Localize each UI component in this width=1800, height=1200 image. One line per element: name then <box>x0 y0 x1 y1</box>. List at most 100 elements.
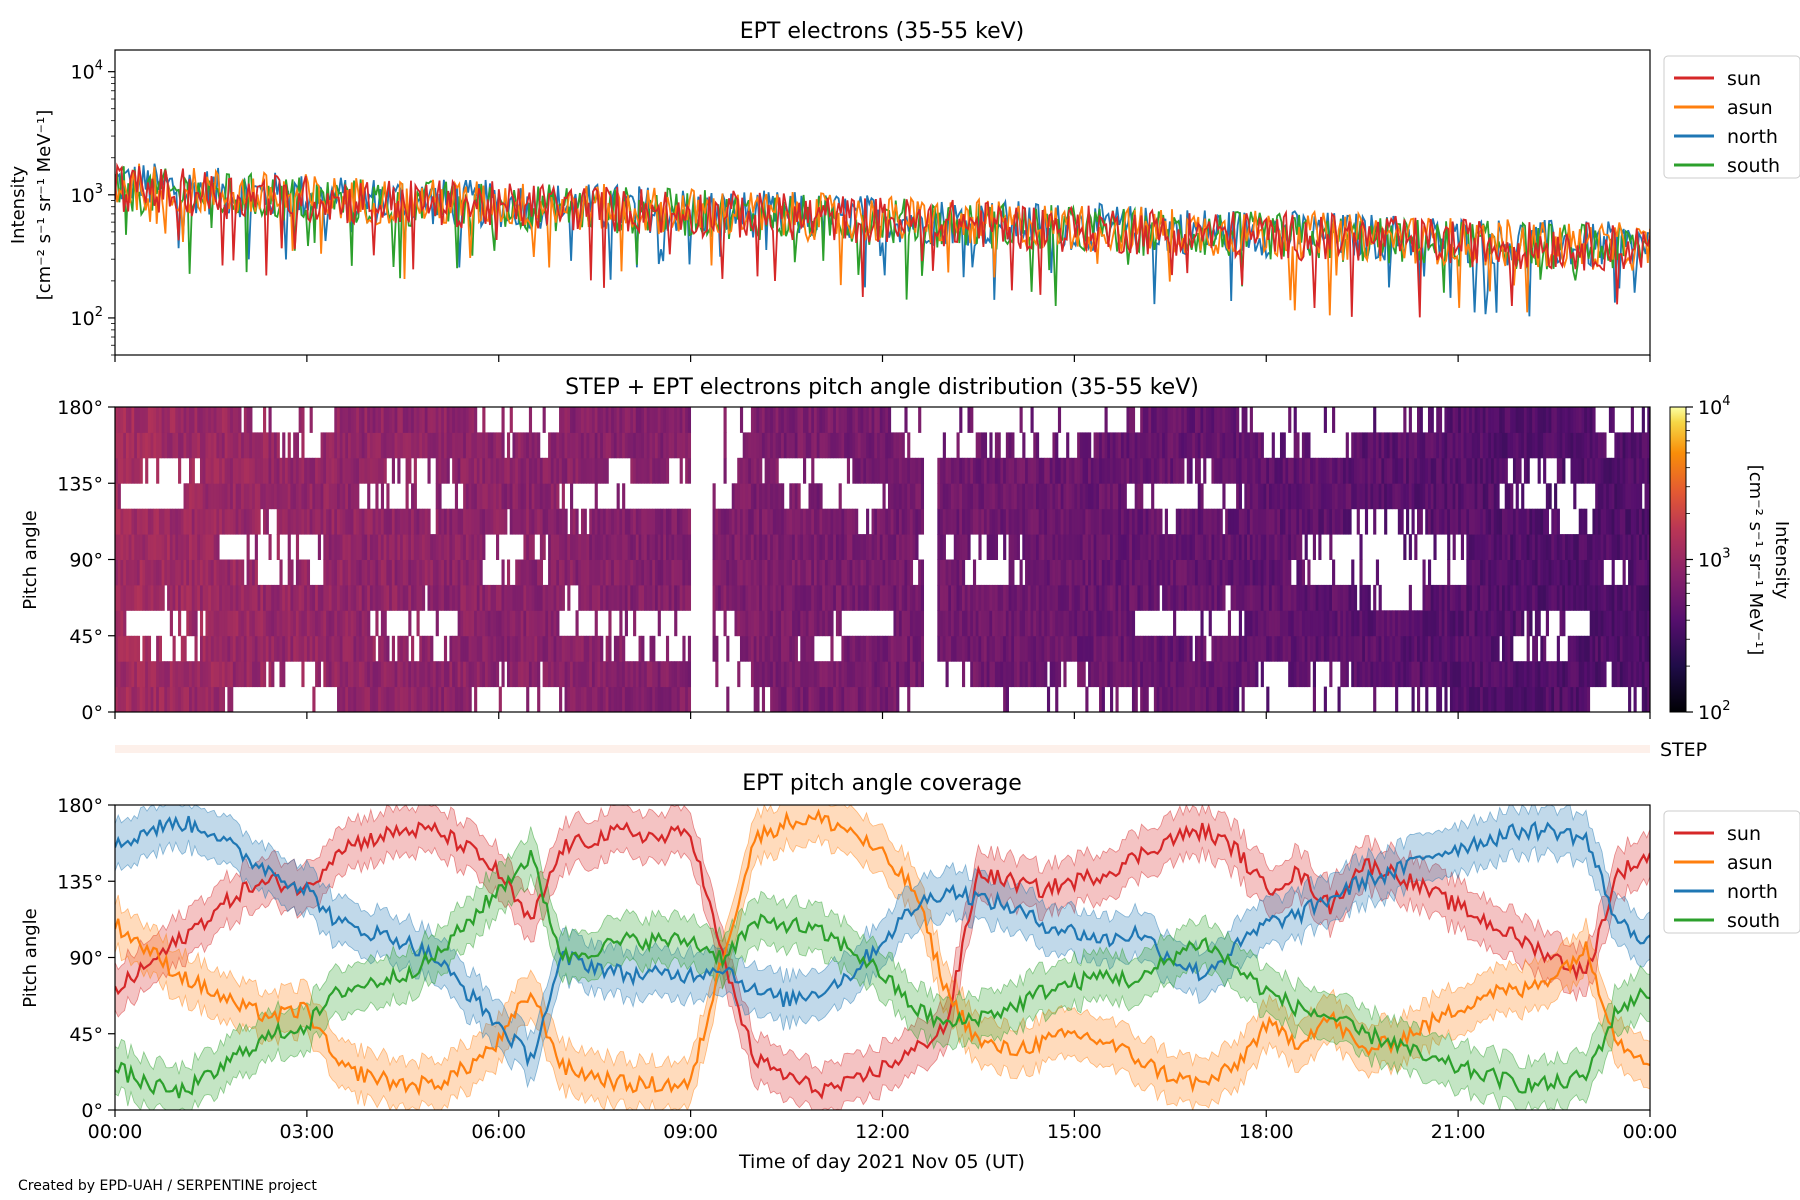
heatmap-cell <box>781 432 785 459</box>
heatmap-cell <box>158 661 162 688</box>
heatmap-cell <box>1268 457 1273 484</box>
heatmap-cell <box>1016 635 1020 662</box>
heatmap-cell <box>849 661 853 688</box>
heatmap-cell <box>1077 432 1081 459</box>
heatmap-cell <box>309 407 313 433</box>
heatmap-cell <box>205 508 209 535</box>
heatmap-cell <box>238 610 242 637</box>
heatmap-cell <box>1271 483 1275 510</box>
heatmap-cell <box>800 407 804 433</box>
heatmap-cell <box>1340 610 1344 637</box>
heatmap-cell <box>463 432 467 459</box>
heatmap-cell <box>789 610 793 637</box>
heatmap-cell <box>1575 457 1580 484</box>
heatmap-cell <box>1504 508 1508 535</box>
heatmap-cell <box>1417 508 1421 535</box>
heatmap-cell <box>1153 534 1158 560</box>
heatmap-cell <box>1408 661 1412 688</box>
heatmap-cell <box>901 457 905 484</box>
heatmap-cell <box>918 661 922 688</box>
heatmap-cell <box>1066 635 1070 662</box>
heatmap-cell <box>1293 661 1297 688</box>
heatmap-cell <box>1480 508 1484 535</box>
heatmap-cell <box>1203 432 1207 459</box>
heatmap-cell <box>1011 508 1015 535</box>
heatmap-cell <box>575 610 579 637</box>
heatmap-cell <box>1408 457 1412 484</box>
heatmap-cell <box>1085 457 1089 484</box>
heatmap-cell <box>981 483 985 510</box>
heatmap-cell <box>1488 407 1492 433</box>
heatmap-cell <box>528 661 533 688</box>
heatmap-cell <box>641 584 645 611</box>
heatmap-cell <box>1074 508 1078 535</box>
heatmap-cell <box>454 508 459 535</box>
heatmap-cell <box>981 661 985 688</box>
heatmap-cell <box>619 610 623 637</box>
heatmap-cell <box>1118 661 1122 688</box>
heatmap-cell <box>1249 407 1253 433</box>
heatmap-cell <box>147 534 152 560</box>
heatmap-cell <box>1589 635 1593 662</box>
heatmap-cell <box>1337 584 1341 611</box>
heatmap-cell <box>142 584 146 611</box>
heatmap-cell <box>1318 508 1322 535</box>
heatmap-cell <box>1499 610 1503 637</box>
heatmap-cell <box>422 686 426 712</box>
heatmap-cell <box>731 534 735 560</box>
heatmap-cell <box>682 635 686 662</box>
heatmap-cell <box>1216 534 1221 560</box>
heatmap-cell <box>356 432 360 459</box>
heatmap-cell <box>1447 457 1451 484</box>
heatmap-cell <box>1389 661 1393 688</box>
heatmap-cell <box>720 534 724 560</box>
heatmap-cell <box>1301 508 1306 535</box>
heatmap-cell <box>353 584 357 611</box>
heatmap-cell <box>556 534 560 560</box>
heatmap-cell <box>1438 610 1443 637</box>
heatmap-cell <box>1088 584 1092 611</box>
heatmap-cell <box>660 661 664 688</box>
heatmap-cell <box>824 407 829 433</box>
heatmap-cell <box>800 508 804 535</box>
heatmap-cell <box>1151 584 1155 611</box>
heatmap-cell <box>1507 559 1511 586</box>
heatmap-cell <box>358 559 363 586</box>
heatmap-cell <box>1441 661 1445 688</box>
heatmap-cell <box>608 407 612 433</box>
heatmap-cell <box>589 407 593 433</box>
heatmap-cell <box>235 584 239 611</box>
heatmap-cell <box>1469 559 1473 586</box>
heatmap-cell <box>942 559 946 586</box>
heatmap-cell <box>1512 457 1517 484</box>
heatmap-cell <box>1038 508 1042 535</box>
heatmap-cell <box>654 584 659 611</box>
heatmap-cell <box>545 483 549 510</box>
heatmap-cell <box>1444 610 1448 637</box>
heatmap-cell <box>416 432 420 459</box>
heatmap-cell <box>197 432 201 459</box>
heatmap-cell <box>882 457 886 484</box>
heatmap-cell <box>1310 610 1314 637</box>
heatmap-cell <box>1126 457 1130 484</box>
heatmap-cell <box>180 432 184 459</box>
heatmap-cell <box>1175 635 1179 662</box>
heatmap-cell <box>1510 432 1514 459</box>
heatmap-cell <box>512 610 516 637</box>
heatmap-cell <box>400 661 404 688</box>
heatmap-cell <box>1151 432 1155 459</box>
heatmap-cell <box>1263 508 1267 535</box>
heatmap-cell <box>1471 686 1475 712</box>
heatmap-cell <box>550 584 554 611</box>
heatmap-cell <box>1192 534 1196 560</box>
heatmap-cell <box>868 584 872 611</box>
heatmap-cell <box>1214 508 1218 535</box>
heatmap-cell <box>528 610 533 637</box>
heatmap-cell <box>1247 457 1251 484</box>
heatmap-cell <box>1562 584 1566 611</box>
heatmap-cell <box>893 661 897 688</box>
heatmap-cell <box>948 457 952 484</box>
heatmap-cell <box>1584 457 1588 484</box>
heatmap-cell <box>1271 457 1275 484</box>
heatmap-cell <box>191 584 195 611</box>
